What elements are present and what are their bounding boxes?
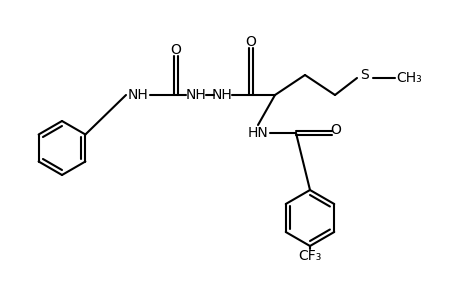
Text: NH: NH bbox=[127, 88, 148, 102]
Text: NH: NH bbox=[211, 88, 232, 102]
Text: NH: NH bbox=[185, 88, 206, 102]
Text: O: O bbox=[170, 43, 181, 57]
Text: HN: HN bbox=[247, 126, 268, 140]
Text: S: S bbox=[360, 68, 369, 82]
Text: CH₃: CH₃ bbox=[395, 71, 421, 85]
Text: O: O bbox=[330, 123, 341, 137]
Text: O: O bbox=[245, 35, 256, 49]
Text: CF₃: CF₃ bbox=[298, 249, 321, 263]
